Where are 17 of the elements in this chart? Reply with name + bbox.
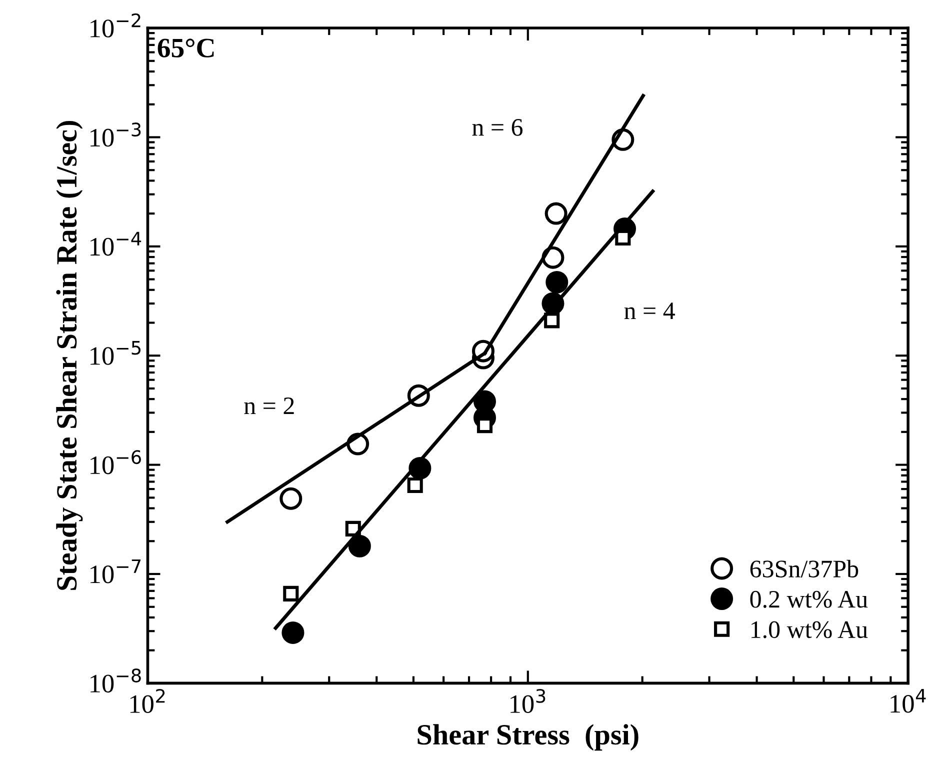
- x-tick-label: 10$^{4}$: [890, 688, 926, 713]
- annotation: n = 6: [472, 119, 523, 136]
- legend-label: 63Sn/37Pb: [750, 560, 858, 578]
- x-axis-title: Shear Stress (psi): [418, 724, 638, 751]
- x-tick-label: 10$^{3}$: [510, 688, 546, 714]
- annotation: n = 4: [624, 302, 675, 320]
- annotation: 65°C: [158, 38, 214, 58]
- legend-label: 1.0 wt% Au: [752, 621, 868, 638]
- y-tick-label: 10$^{−3}$: [90, 122, 141, 147]
- y-tick-label: 10$^{−2}$: [90, 13, 140, 38]
- y-tick-label: 10$^{−4}$: [90, 232, 142, 256]
- legend-label: 0.2 wt% Au: [750, 590, 868, 608]
- y-axis-title: Steady State Shear Strain Rate (1/sec): [56, 121, 83, 590]
- annotation: n = 2: [244, 397, 294, 414]
- y-tick-label: 10$^{−7}$: [90, 559, 141, 584]
- y-tick-label: 10$^{−5}$: [90, 341, 141, 365]
- y-tick-label: 10$^{−6}$: [90, 450, 141, 474]
